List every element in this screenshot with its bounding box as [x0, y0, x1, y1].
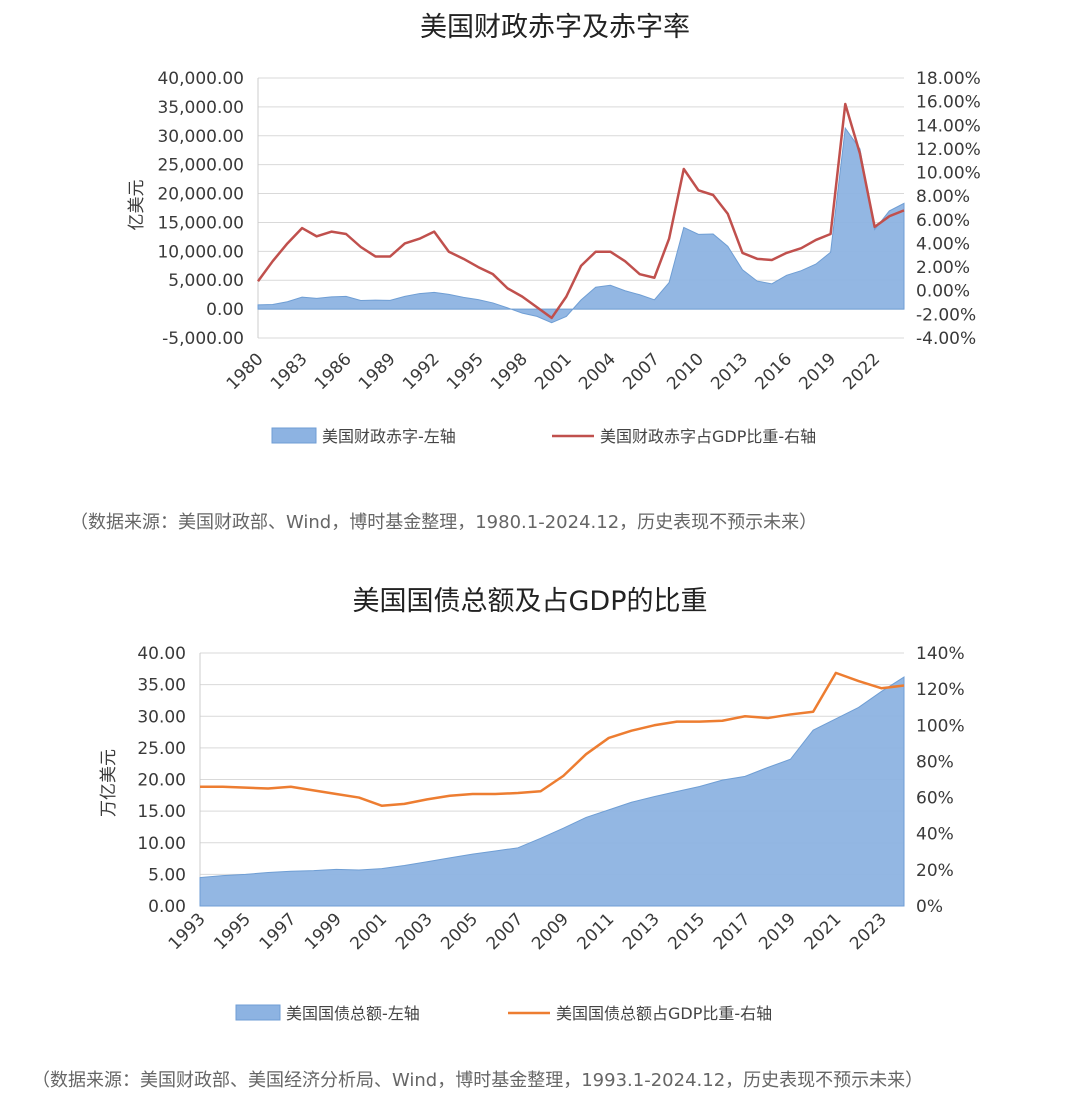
x-tick-label: 2019	[795, 349, 840, 394]
x-tick-label: 2016	[751, 349, 796, 394]
x-tick-label: 2013	[619, 909, 664, 954]
x-tick-label: 2007	[619, 349, 664, 394]
y-tick-labels-left: 40,000.00 35,000.00 30,000.00 25,000.00 20,0…	[157, 69, 244, 349]
x-tick-label: 1986	[311, 349, 356, 394]
x-tick-label: 2003	[392, 909, 437, 954]
y-tick-label-right: -2.00%	[916, 305, 976, 325]
x-tick-labels: 1980 1983 1986 1989 1992 1995 1998 2001 2004 2007…	[223, 349, 884, 394]
y-tick-label-left: 0.00	[148, 897, 186, 917]
y-tick-label-left: 15,000.00	[157, 213, 244, 233]
y-tick-label-right: 10.00%	[916, 164, 981, 184]
y-tick-label-right: 0%	[916, 897, 943, 917]
y-tick-label-right: 2.00%	[916, 258, 970, 278]
y-tick-label-left: 10,000.00	[157, 242, 244, 262]
chart-title: 美国财政赤字及赤字率	[420, 12, 690, 43]
x-tick-label: 2021	[801, 909, 846, 954]
legend-label-area: 美国国债总额-左轴	[286, 1004, 420, 1023]
y-tick-labels-left: 40.00 35.00 30.00 25.00 20.00 15.00 10.00 5.00 0…	[137, 644, 186, 917]
line-series	[256, 102, 905, 320]
x-tick-label: 2009	[528, 909, 573, 954]
y-tick-label-left: 30.00	[137, 707, 186, 727]
area-series	[257, 126, 905, 324]
y-tick-label-left: -5,000.00	[162, 329, 244, 349]
area-series	[199, 676, 905, 907]
x-tick-label: 1989	[355, 349, 400, 394]
legend-swatch-area	[271, 427, 317, 444]
area-series-0	[199, 676, 905, 907]
source-note: （数据来源：美国财政部、Wind，博时基金整理，1980.1-2024.12，历…	[70, 512, 818, 533]
y-tick-label-right: 100%	[916, 716, 965, 736]
y-tick-label-left: 20.00	[137, 771, 186, 791]
line-series	[200, 671, 905, 807]
y-tick-label-left: 25,000.00	[157, 156, 244, 176]
line-series-1	[256, 102, 905, 320]
y-tick-label-right: 60%	[916, 789, 954, 809]
y-tick-label-right: 6.00%	[916, 211, 970, 231]
legend: 美国财政赤字-左轴 美国财政赤字占GDP比重-右轴	[271, 427, 816, 446]
y-tick-label-right: 0.00%	[916, 282, 970, 302]
x-tick-label: 2005	[437, 909, 482, 954]
y-tick-label-left: 20,000.00	[157, 185, 244, 205]
x-tick-label: 2013	[707, 349, 752, 394]
y-tick-label-right: 40%	[916, 825, 954, 845]
y-tick-label-left: 40,000.00	[157, 69, 244, 89]
y-tick-label-left: 5,000.00	[168, 271, 244, 291]
y-tick-label-right: -4.00%	[916, 329, 976, 349]
chart-title: 美国国债总额及占GDP的比重	[353, 586, 708, 617]
x-tick-labels: 1993 1995 1997 1999 2001 2003 2005 2007 2009 2011…	[165, 909, 891, 954]
y-tick-label-left: 5.00	[148, 865, 186, 885]
x-tick-label: 2022	[839, 349, 884, 394]
source-note: （数据来源：美国财政部、美国经济分析局、Wind，博时基金整理，1993.1-2…	[32, 1070, 924, 1091]
y-tick-label-left: 15.00	[137, 802, 186, 822]
x-tick-label: 2004	[575, 349, 620, 394]
y-tick-label-right: 4.00%	[916, 234, 970, 254]
x-tick-label: 2023	[846, 909, 891, 954]
y-tick-label-left: 40.00	[137, 644, 186, 664]
y-tick-label-right: 120%	[916, 680, 965, 700]
legend-label-line: 美国国债总额占GDP比重-右轴	[556, 1004, 772, 1023]
y-tick-label-right: 8.00%	[916, 187, 970, 207]
legend-swatch-area	[235, 1004, 281, 1021]
x-tick-label: 1997	[256, 909, 301, 954]
area-series-0	[257, 126, 905, 324]
x-tick-label: 2019	[755, 909, 800, 954]
x-tick-label: 2001	[346, 909, 391, 954]
y-tick-label-left: 0.00	[206, 300, 244, 320]
deficit-chart: 美国财政赤字及赤字率 40,000.00 35,000.00 30,000.00 25…	[127, 12, 981, 446]
y-axis-label: 亿美元	[127, 180, 147, 231]
x-tick-label: 2010	[663, 349, 708, 394]
y-tick-labels-right: 140% 120% 100% 80% 60% 40% 20% 0%	[916, 644, 965, 917]
y-tick-label-right: 16.00%	[916, 93, 981, 113]
y-tick-label-right: 140%	[916, 644, 965, 664]
y-tick-label-right: 20%	[916, 861, 954, 881]
x-tick-label: 1998	[487, 349, 532, 394]
legend-label-line: 美国财政赤字占GDP比重-右轴	[600, 427, 816, 446]
y-tick-label-right: 80%	[916, 752, 954, 772]
x-tick-label: 1999	[301, 909, 346, 954]
y-tick-label-left: 30,000.00	[157, 127, 244, 147]
x-tick-label: 2017	[710, 909, 755, 954]
y-tick-label-left: 35.00	[137, 676, 186, 696]
x-tick-label: 1995	[443, 349, 488, 394]
x-tick-label: 1983	[267, 349, 312, 394]
x-tick-label: 2007	[483, 909, 528, 954]
legend: 美国国债总额-左轴 美国国债总额占GDP比重-右轴	[235, 1004, 772, 1023]
y-tick-labels-right: 18.00% 16.00% 14.00% 12.00% 10.00% 8.00% 6.00%…	[916, 69, 981, 349]
x-tick-label: 1980	[223, 349, 268, 394]
x-tick-label: 2001	[531, 349, 576, 394]
y-tick-label-left: 25.00	[137, 739, 186, 759]
x-tick-label: 1992	[399, 349, 444, 394]
x-tick-label: 1995	[210, 909, 255, 954]
y-tick-label-right: 18.00%	[916, 69, 981, 89]
x-tick-label: 2011	[574, 909, 619, 954]
y-tick-label-right: 12.00%	[916, 140, 981, 160]
y-tick-label-left: 10.00	[137, 834, 186, 854]
line-series-1	[200, 671, 905, 807]
debt-chart: 美国国债总额及占GDP的比重 40.00 35.00 30.00 25.00 20.00…	[99, 586, 965, 1023]
y-axis-label: 万亿美元	[99, 749, 119, 817]
legend-label-area: 美国财政赤字-左轴	[322, 427, 456, 446]
x-tick-label: 2015	[664, 909, 709, 954]
y-tick-label-right: 14.00%	[916, 116, 981, 136]
y-tick-label-left: 35,000.00	[157, 98, 244, 118]
